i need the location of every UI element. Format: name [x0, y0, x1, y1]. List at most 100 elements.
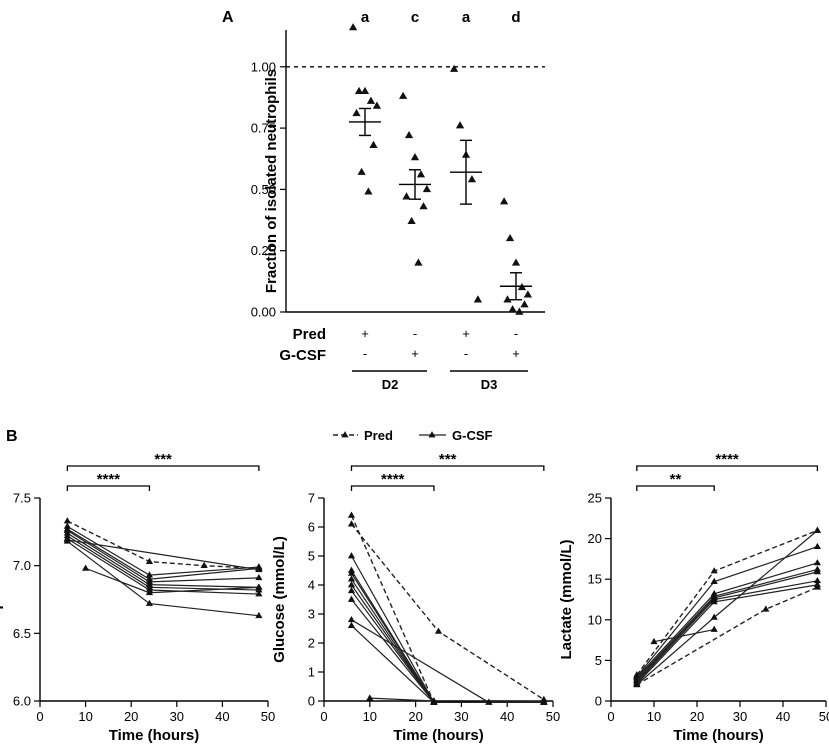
series-point [145, 588, 154, 596]
legend: Pred G-CSF [333, 428, 493, 443]
series-point [710, 567, 718, 574]
series-point [145, 599, 154, 606]
series-line [350, 573, 544, 704]
series-point [485, 698, 493, 705]
data-point [511, 258, 521, 266]
pred-sign: + [361, 326, 369, 341]
pred-sign: + [462, 326, 470, 341]
gcsf-row-label: G-CSF [279, 347, 326, 364]
series-line [67, 539, 259, 571]
series-point [650, 637, 658, 645]
x-tick-label: 0 [36, 709, 43, 724]
data-point [515, 307, 524, 315]
series-point [710, 625, 718, 632]
data-point [366, 96, 376, 104]
series-point [762, 605, 770, 612]
x-tick-label: 10 [78, 709, 92, 724]
y-tick-label: 6.5 [13, 626, 31, 641]
x-tick-label: 0 [320, 709, 327, 724]
legend-pred-marker [341, 431, 349, 438]
x-tick-label: 50 [546, 709, 560, 724]
significance-bracket [636, 485, 715, 491]
y-tick-label: 7.5 [13, 491, 31, 506]
panel-b-label: B [6, 428, 18, 445]
glucose-chart: 0 1 2 3 4 5 6 7 0 10 20 30 40 50 Time (hours) Glucose (… [271, 451, 560, 744]
data-point [360, 86, 370, 95]
x-axis-label: Time (hours) [109, 727, 200, 744]
x-tick-label: 10 [647, 709, 661, 724]
series-point [633, 680, 641, 688]
data-point [414, 258, 423, 266]
data-point [407, 216, 416, 224]
day-label-d2: D2 [382, 377, 399, 392]
series-point [255, 573, 263, 581]
data-point [416, 170, 426, 178]
significance-bracket [66, 465, 260, 471]
group-letter: c [411, 9, 419, 26]
y-tick-label: 4 [308, 578, 315, 593]
series-line [653, 628, 715, 643]
series-point [63, 536, 71, 543]
series-point [145, 557, 154, 564]
y-tick-label: 0 [595, 694, 602, 709]
series-point [255, 611, 263, 619]
y-tick-label: 5 [308, 549, 315, 564]
x-axis-label: Time (hours) [393, 727, 484, 744]
series-point [347, 552, 356, 559]
day-label-d3: D3 [481, 377, 498, 392]
data-point [419, 202, 428, 210]
series-point [710, 598, 718, 605]
series-line [636, 546, 818, 678]
y-tick-label: 5 [595, 653, 602, 668]
gcsf-sign: - [363, 346, 367, 361]
y-tick-label: 1 [308, 665, 315, 680]
lactate-chart: 0 5 10 15 20 25 0 10 20 30 40 50 Time (hours) Lactate… [558, 451, 829, 744]
significance-label: *** [439, 451, 457, 468]
y-axis-label: pH [0, 590, 4, 610]
pred-row-label: Pred [293, 326, 326, 343]
group-letter: a [462, 9, 471, 26]
x-tick-label: 10 [363, 709, 377, 724]
group-letter: d [511, 9, 520, 26]
y-tick-label: 25 [588, 491, 602, 506]
data-point [503, 295, 512, 303]
series-point [710, 613, 718, 620]
y-tick-label: 0.50 [251, 182, 276, 197]
y-tick-label: 1.00 [251, 59, 276, 74]
data-point [352, 108, 361, 117]
gcsf-sign: + [512, 346, 520, 361]
series-point [347, 575, 356, 582]
series-point [255, 565, 263, 573]
data-point [505, 233, 515, 242]
data-point [455, 121, 465, 129]
x-tick-label: 50 [819, 709, 829, 724]
data-point [499, 197, 509, 205]
y-tick-label: 0.75 [251, 121, 276, 136]
ph-chart: 6.0 6.5 7.0 7.5 0 10 20 30 40 50 Time (hours) pH ***… [0, 451, 275, 744]
gcsf-sign: + [411, 346, 419, 361]
series-point [63, 517, 71, 524]
pred-sign: - [413, 326, 417, 341]
group-letter: a [361, 9, 370, 26]
y-tick-label: 0 [308, 694, 315, 709]
y-tick-label: 0.25 [251, 243, 276, 258]
gcsf-sign: - [464, 346, 468, 361]
x-tick-label: 30 [170, 709, 184, 724]
series-point [813, 559, 821, 566]
y-tick-label: 7 [308, 491, 315, 506]
data-point [508, 305, 517, 313]
x-tick-label: 0 [607, 709, 614, 724]
y-tick-label: 6 [308, 520, 315, 535]
data-point [422, 184, 432, 193]
series-point [347, 586, 356, 594]
data-point [364, 187, 373, 195]
series-point [434, 627, 443, 634]
series-point [813, 526, 821, 533]
series-line [350, 515, 435, 703]
y-tick-label: 2 [308, 636, 315, 651]
series-line [636, 562, 818, 678]
series-point [347, 621, 356, 628]
series-point [347, 595, 356, 602]
series-line [351, 625, 435, 703]
